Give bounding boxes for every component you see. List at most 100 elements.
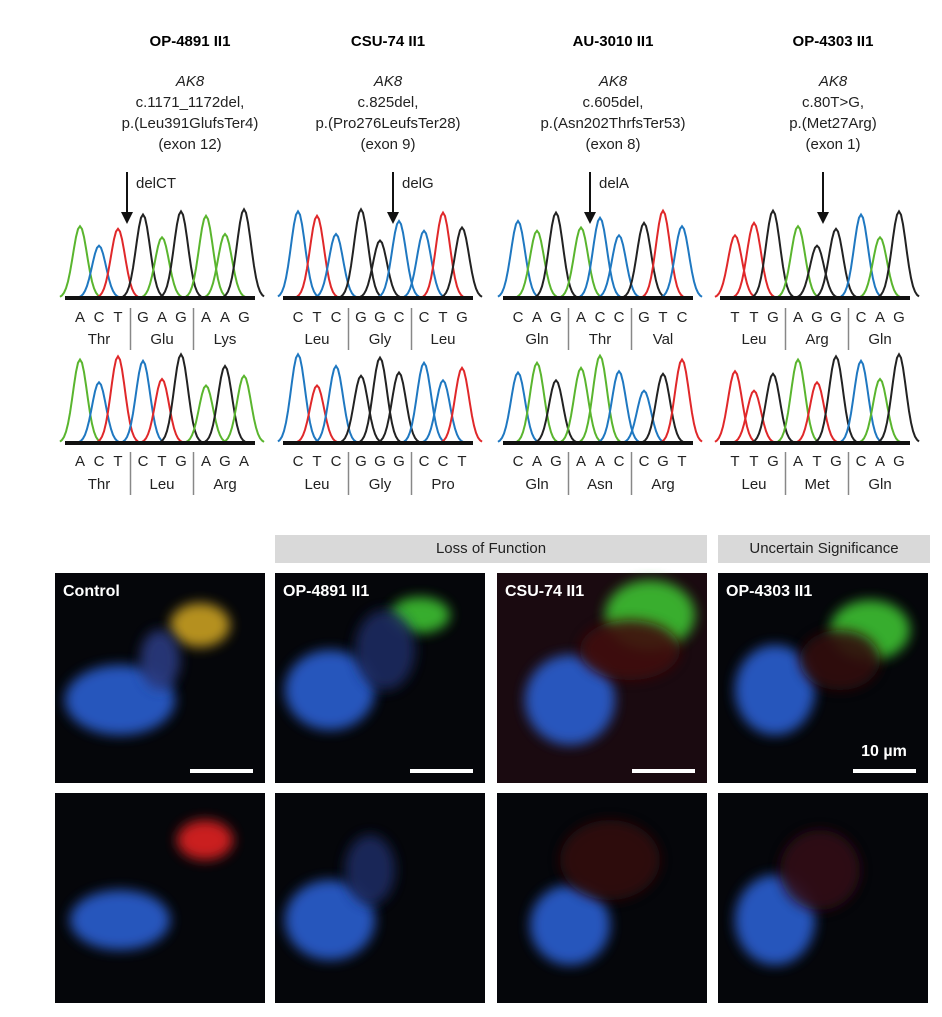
base-call: T [312,309,321,326]
base-call: G [638,309,650,326]
trace-peak [661,224,703,298]
trace-peak [661,357,703,443]
amino-acid: Gln [868,331,891,348]
base-call: T [312,453,321,470]
exon: (exon 9) [360,136,415,153]
trace-peak [733,389,775,443]
base-call: C [138,453,149,470]
trace-peak [315,232,357,298]
trace-peak [141,235,183,298]
trace-peak [796,380,838,443]
amino-acid: Leu [430,331,455,348]
trace-peak [403,229,445,298]
trace-peak [59,357,101,443]
base-call: G [830,453,842,470]
amino-acid: Arg [805,331,828,348]
base-call: A [532,453,542,470]
base-call: C [639,453,650,470]
trace-peak [122,212,164,298]
trace-peak [642,372,684,443]
trace-peak [859,235,901,298]
amino-acid: Thr [88,331,111,348]
arrow-label: delG [402,175,434,192]
base-call: T [658,309,667,326]
trace-peak [403,360,445,443]
sample-title: CSU-74 II1 [351,33,425,50]
base-call: C [856,309,867,326]
trace-peak [579,215,621,298]
base-call: T [677,453,686,470]
trace-peak [441,225,483,298]
arrow-label: delCT [136,175,176,192]
base-call: T [812,453,821,470]
trace-peak [296,383,338,443]
base-call: C [513,309,524,326]
base-call: C [595,309,606,326]
cell-signal [580,620,680,680]
trace-peak [623,389,665,443]
cdna-change: c.825del, [358,94,419,111]
base-call: T [749,309,758,326]
base-call: G [175,453,187,470]
trace-peak [535,210,577,298]
base-call: G [811,309,823,326]
base-call: G [219,453,231,470]
trace-peak [516,360,558,443]
trace-peak [777,357,819,443]
cell-signal [140,630,180,690]
base-call: C [614,309,625,326]
cell-signal [800,630,880,690]
base-call: A [875,309,885,326]
cell-signal [530,885,610,965]
base-call: G [550,453,562,470]
trace-peak [223,374,265,443]
cell-signal [780,830,860,910]
amino-acid: Gln [525,476,548,493]
scale-label: 10 µm [861,743,907,760]
amino-acid: Leu [741,331,766,348]
trace-peak [359,238,401,298]
trace-peak [204,232,246,298]
sample-title: OP-4891 II1 [150,33,231,50]
base-call: G [137,309,149,326]
protein-change: p.(Asn202ThrfsTer53) [540,115,685,132]
trace-peak [441,366,483,443]
group-label: Uncertain Significance [749,540,898,557]
base-call: G [456,309,468,326]
base-call: C [513,453,524,470]
gene-name: AK8 [175,73,205,90]
trace-peak [560,366,602,443]
cdna-change: c.80T>G, [802,94,864,111]
base-call: T [157,453,166,470]
exon: (exon 12) [158,136,221,153]
panel-label: OP-4891 II1 [283,583,369,600]
base-call: C [394,309,405,326]
trace-peak [497,370,539,443]
trace-peak [714,233,756,298]
base-call: C [94,309,105,326]
trace-peak [422,378,464,443]
base-call: T [113,309,122,326]
base-call: G [830,309,842,326]
base-call: G [355,453,367,470]
amino-acid: Leu [304,476,329,493]
trace-peak [623,221,665,298]
base-call: A [793,309,803,326]
trace-peak [78,244,120,298]
trace-peak [422,210,464,298]
cell-signal [170,603,230,647]
base-call: T [457,453,466,470]
trace-peak [378,370,420,443]
trace-peak [642,208,684,298]
base-call: C [438,453,449,470]
cell-signal [177,820,233,860]
trace-peak [516,229,558,298]
trace-peak [535,378,577,443]
trace-peak [840,212,882,298]
cell-signal [560,820,660,900]
base-call: A [576,309,586,326]
trace-peak [141,377,183,443]
cdna-change: c.605del, [583,94,644,111]
trace-peak [340,374,382,443]
